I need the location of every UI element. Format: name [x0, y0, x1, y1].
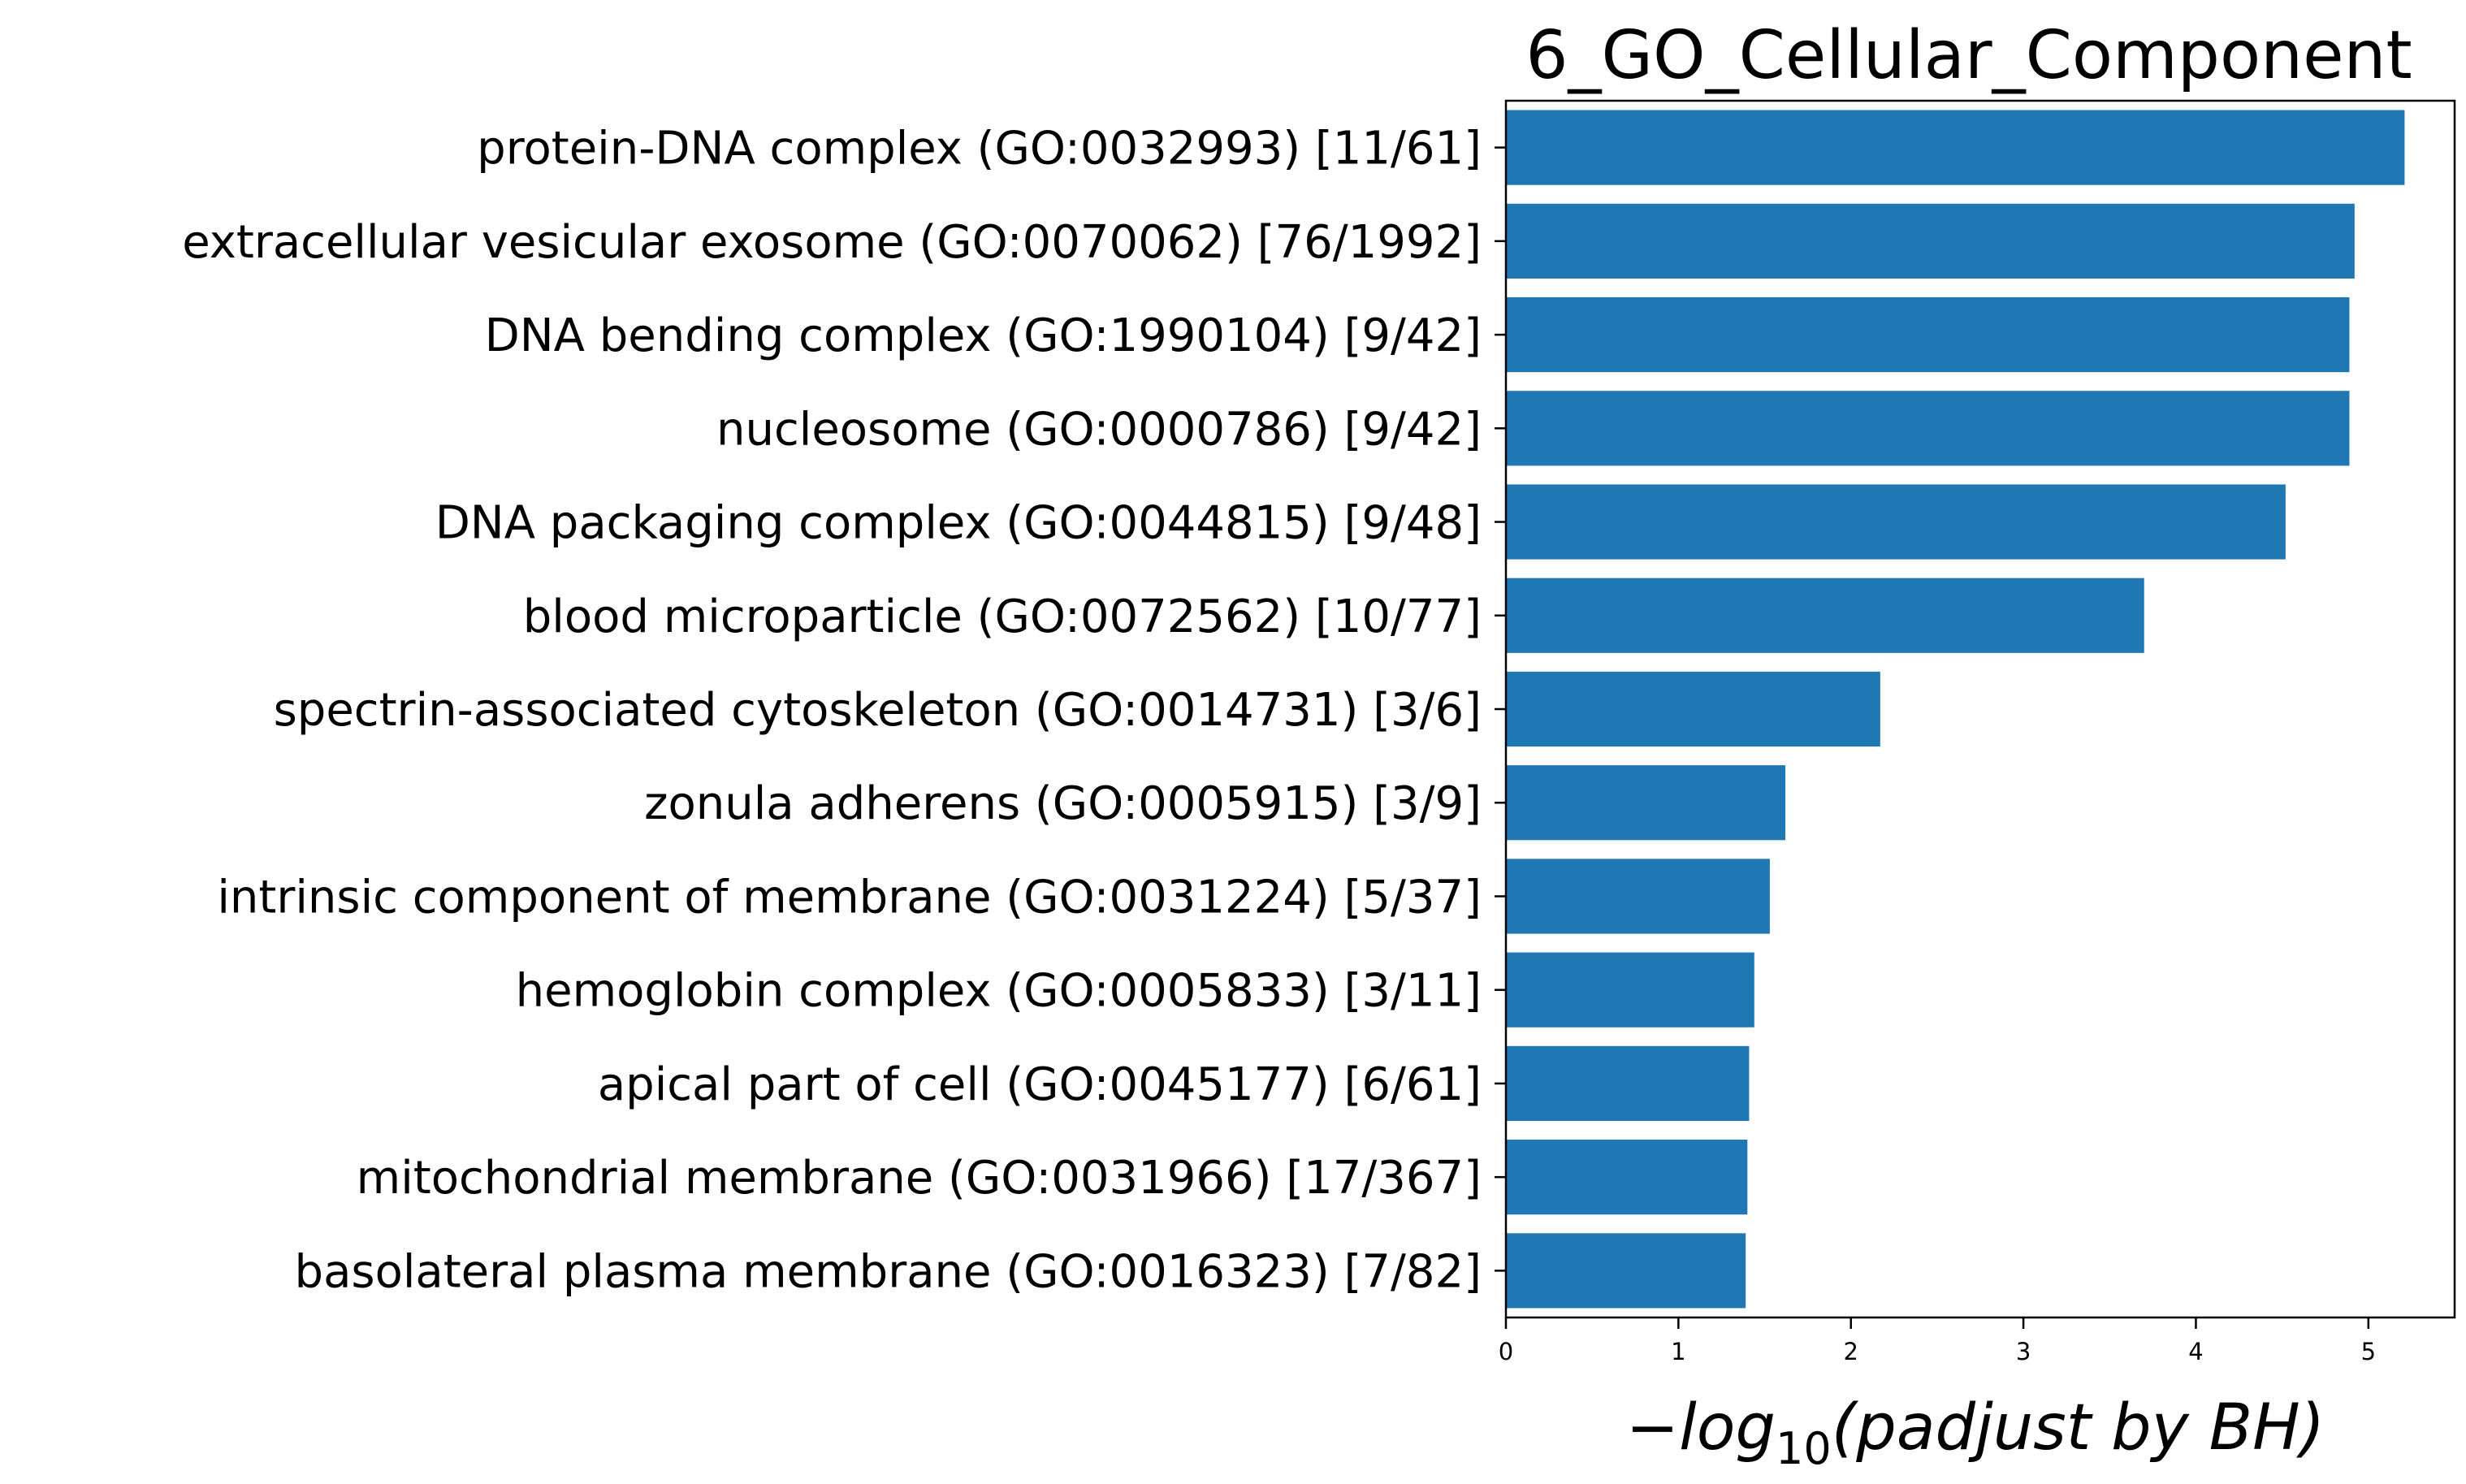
x-tick-label: 1: [1671, 1338, 1685, 1365]
category-label: DNA bending complex (GO:1990104) [9/42]: [485, 309, 1482, 362]
bar: [1506, 859, 1770, 934]
x-tick-label: 2: [1844, 1338, 1858, 1365]
category-label: extracellular vesicular exosome (GO:0070…: [182, 216, 1482, 269]
bar: [1506, 484, 2286, 560]
x-tick-label: 3: [2016, 1338, 2031, 1365]
x-axis-label-log: log: [1679, 1391, 1776, 1465]
category-label: basolateral plasma membrane (GO:0016323)…: [295, 1245, 1482, 1298]
x-axis-label-minus: −: [1626, 1391, 1679, 1465]
x-tick-label: 5: [2361, 1338, 2376, 1365]
bar: [1506, 671, 1880, 747]
x-ticks-group: 0 1 2 3 4 5: [1499, 1317, 2376, 1365]
bar: [1506, 1045, 1750, 1122]
bar: [1506, 1233, 1746, 1309]
category-label: zonula adherens (GO:0005915) [3/9]: [644, 777, 1482, 830]
chart-title: 6_GO_Cellular_Component: [1525, 17, 2412, 94]
category-label: nucleosome (GO:0000786) [9/42]: [716, 403, 1482, 456]
category-label: mitochondrial membrane (GO:0031966) [17/…: [357, 1152, 1482, 1205]
x-tick-label: 0: [1499, 1338, 1513, 1365]
bar: [1506, 765, 1786, 841]
x-axis-label: −log10(padjust by BH): [1626, 1391, 2325, 1474]
category-label: apical part of cell (GO:0045177) [6/61]: [598, 1058, 1482, 1111]
x-axis-label-subscript: 10: [1776, 1423, 1832, 1474]
plot-frame: [1504, 99, 2456, 1319]
bar: [1506, 110, 2405, 185]
bar: [1506, 296, 2350, 373]
bar: [1506, 391, 2350, 466]
bar: [1506, 203, 2355, 279]
bar: [1506, 952, 1754, 1028]
category-label: spectrin-associated cytoskeleton (GO:001…: [274, 684, 1482, 737]
bar: [1506, 1140, 1748, 1215]
category-labels-group: protein-DNA complex (GO:0032993) [11/61]…: [182, 123, 1506, 1298]
category-label: hemoglobin complex (GO:0005833) [3/11]: [516, 965, 1482, 1018]
category-label: protein-DNA complex (GO:0032993) [11/61]: [477, 123, 1482, 175]
x-axis-label-rest: (padjust by BH): [1832, 1391, 2325, 1465]
bar: [1506, 578, 2144, 653]
category-label: DNA packaging complex (GO:0044815) [9/48…: [435, 497, 1482, 550]
category-label: blood microparticle (GO:0072562) [10/77]: [523, 591, 1482, 643]
category-label: intrinsic component of membrane (GO:0031…: [217, 871, 1482, 924]
x-tick-label: 4: [2188, 1338, 2203, 1365]
bars-group: [1506, 110, 2405, 1309]
